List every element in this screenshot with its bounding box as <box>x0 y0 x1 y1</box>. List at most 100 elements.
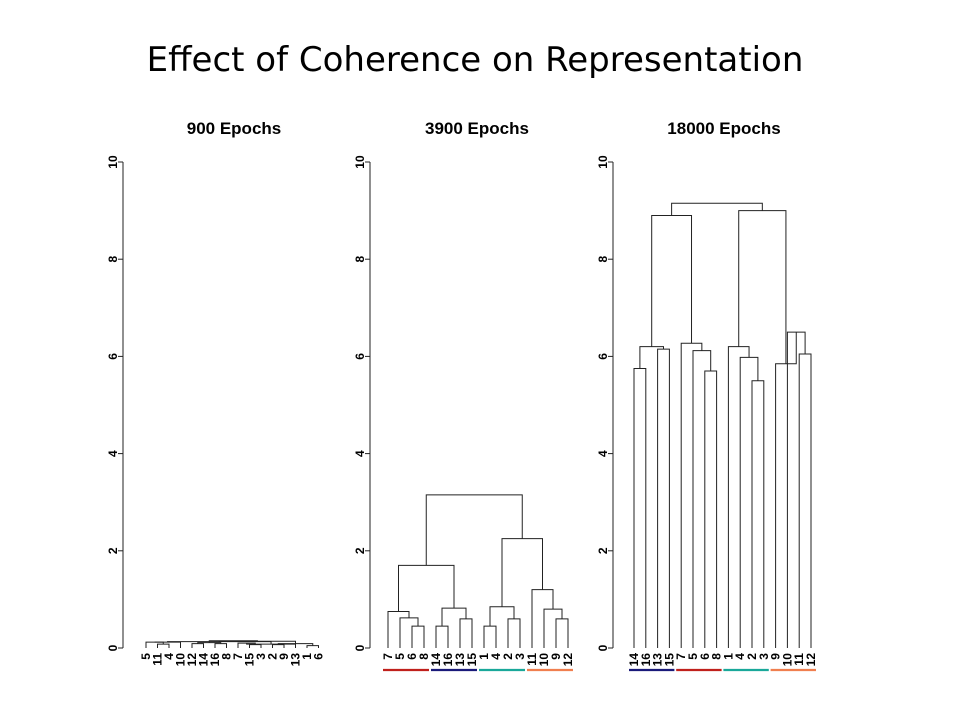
leaf-label: 1 <box>300 653 314 660</box>
leaf-label: 8 <box>710 653 724 660</box>
dendrogram-link <box>775 332 797 648</box>
leaf-label: 7 <box>231 653 245 660</box>
leaf-label: 6 <box>312 653 326 660</box>
dendrogram-link <box>651 214 693 347</box>
panel-title: 3900 Epochs <box>425 119 529 138</box>
y-tick-label: 4 <box>353 450 367 457</box>
leaf-label: 10 <box>537 653 551 667</box>
dendrogram-link <box>786 331 806 648</box>
leaf-label: 2 <box>745 653 759 660</box>
dendrogram-link <box>191 643 204 648</box>
leaf-label: 3 <box>513 653 527 660</box>
dendrogram-link <box>727 346 750 648</box>
dendrogram-link <box>692 350 712 648</box>
dendrogram-link <box>639 346 664 369</box>
y-tick-label: 6 <box>596 353 610 360</box>
leaf-label: 15 <box>465 653 479 667</box>
y-tick-label: 4 <box>106 450 120 457</box>
leaf-label: 9 <box>549 653 563 660</box>
leaf-label: 16 <box>639 653 653 667</box>
leaf-label: 14 <box>429 653 443 667</box>
dendrogram-link <box>435 625 449 648</box>
leaf-label: 4 <box>162 653 176 660</box>
leaf-label: 15 <box>662 653 676 667</box>
leaf-label: 6 <box>405 653 419 660</box>
leaf-label: 14 <box>627 653 641 667</box>
y-tick-label: 0 <box>106 644 120 651</box>
leaf-label: 3 <box>254 653 268 660</box>
dendrogram-link <box>459 618 473 648</box>
leaf-label: 12 <box>561 653 575 667</box>
y-tick-label: 10 <box>106 155 120 169</box>
leaf-label: 5 <box>139 653 153 660</box>
dendrogram-link <box>387 611 410 648</box>
leaf-label: 11 <box>525 653 539 666</box>
dendrogram-link <box>680 342 703 648</box>
y-tick-label: 0 <box>596 644 610 651</box>
dendrogram-link <box>657 348 670 648</box>
dendrogram-link <box>425 494 523 566</box>
dendrogram-link <box>249 644 262 648</box>
dendrogram-link <box>555 618 569 648</box>
leaf-label: 13 <box>651 653 665 667</box>
leaf-label: 11 <box>151 653 165 666</box>
leaf-label: 11 <box>792 653 806 666</box>
leaf-label: 4 <box>489 653 503 660</box>
leaf-label: 10 <box>174 653 188 667</box>
y-tick-label: 8 <box>596 256 610 263</box>
dendrogram-link <box>145 641 164 648</box>
y-tick-label: 0 <box>353 644 367 651</box>
dendrogram-link <box>157 643 170 648</box>
dendrogram-link <box>739 356 759 648</box>
y-tick-label: 8 <box>106 256 120 263</box>
leaf-label: 2 <box>501 653 515 660</box>
dendrogram-link <box>507 618 521 648</box>
dendrogram-link <box>501 538 543 607</box>
y-tick-label: 10 <box>353 155 367 169</box>
dendrogram-link <box>398 564 455 612</box>
y-tick-label: 4 <box>596 450 610 457</box>
y-tick-label: 6 <box>106 353 120 360</box>
leaf-label: 16 <box>208 653 222 667</box>
dendrogram-link <box>411 625 425 648</box>
panel-title: 900 Epochs <box>187 119 282 138</box>
leaf-label: 3 <box>757 653 771 660</box>
y-tick-label: 2 <box>596 547 610 554</box>
dendrogram-link <box>441 607 467 627</box>
dendrogram-link <box>704 370 718 648</box>
leaf-label: 14 <box>197 653 211 667</box>
leaf-label: 6 <box>698 653 712 660</box>
y-tick-label: 8 <box>353 256 367 263</box>
leaf-label: 7 <box>674 653 688 660</box>
leaf-label: 2 <box>266 653 280 660</box>
leaf-label: 7 <box>381 653 395 660</box>
dendrogram-link <box>489 606 515 627</box>
y-tick-label: 2 <box>353 547 367 554</box>
leaf-label: 1 <box>477 653 491 660</box>
dendrogram-link <box>543 608 563 648</box>
dendrogram-link <box>531 589 554 648</box>
dendrogram-link <box>671 202 763 216</box>
leaf-label: 12 <box>804 653 818 667</box>
dendrogram-link <box>798 353 812 648</box>
leaf-label: 16 <box>441 653 455 667</box>
leaf-label: 13 <box>453 653 467 667</box>
dendrogram-link <box>738 210 787 364</box>
dendrogram-panel: 18000 Epochs0246810141613157568142391011… <box>596 119 818 672</box>
leaf-label: 9 <box>769 653 783 660</box>
y-tick-label: 2 <box>106 547 120 554</box>
dendrogram-link <box>208 640 258 643</box>
leaf-label: 4 <box>733 653 747 660</box>
leaf-label: 15 <box>243 653 257 667</box>
dendrogram-link <box>751 380 765 648</box>
leaf-label: 8 <box>417 653 431 660</box>
y-tick-label: 10 <box>596 155 610 169</box>
panel-title: 18000 Epochs <box>667 119 780 138</box>
y-tick-label: 6 <box>353 353 367 360</box>
leaf-label: 1 <box>721 653 735 660</box>
dendrogram-link <box>154 641 181 648</box>
leaf-label: 13 <box>289 653 303 667</box>
leaf-label: 5 <box>686 653 700 660</box>
